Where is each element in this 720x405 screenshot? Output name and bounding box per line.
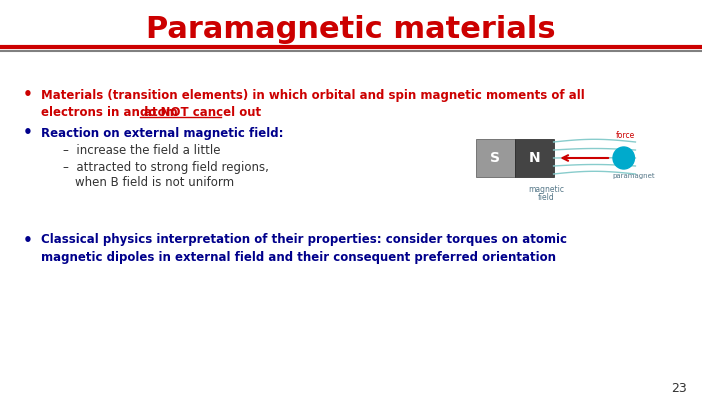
Text: S: S <box>490 151 500 165</box>
Text: do NOT cancel out: do NOT cancel out <box>140 107 261 119</box>
Text: 23: 23 <box>671 382 687 395</box>
Text: •: • <box>22 126 32 141</box>
Text: magnetic: magnetic <box>528 185 564 194</box>
FancyBboxPatch shape <box>515 139 554 177</box>
Text: paramagnet: paramagnet <box>612 173 654 179</box>
Text: Classical physics interpretation of their properties: consider torques on atomic: Classical physics interpretation of thei… <box>41 234 567 247</box>
Text: N: N <box>528 151 540 165</box>
Text: electrons in an atom: electrons in an atom <box>41 107 182 119</box>
Text: Reaction on external magnetic field:: Reaction on external magnetic field: <box>41 126 284 139</box>
Text: magnetic dipoles in external field and their consequent preferred orientation: magnetic dipoles in external field and t… <box>41 251 556 264</box>
Text: force: force <box>616 131 635 140</box>
Text: field: field <box>537 194 554 202</box>
Text: •: • <box>22 87 32 102</box>
Text: •: • <box>22 232 32 247</box>
FancyBboxPatch shape <box>476 139 515 177</box>
Text: –  attracted to strong field regions,: – attracted to strong field regions, <box>63 160 269 173</box>
Text: –  increase the field a little: – increase the field a little <box>63 143 221 156</box>
Text: Materials (transition elements) in which orbital and spin magnetic moments of al: Materials (transition elements) in which… <box>41 89 585 102</box>
Text: Paramagnetic materials: Paramagnetic materials <box>146 15 556 45</box>
Circle shape <box>613 147 634 169</box>
Text: when B field is not uniform: when B field is not uniform <box>75 177 234 190</box>
